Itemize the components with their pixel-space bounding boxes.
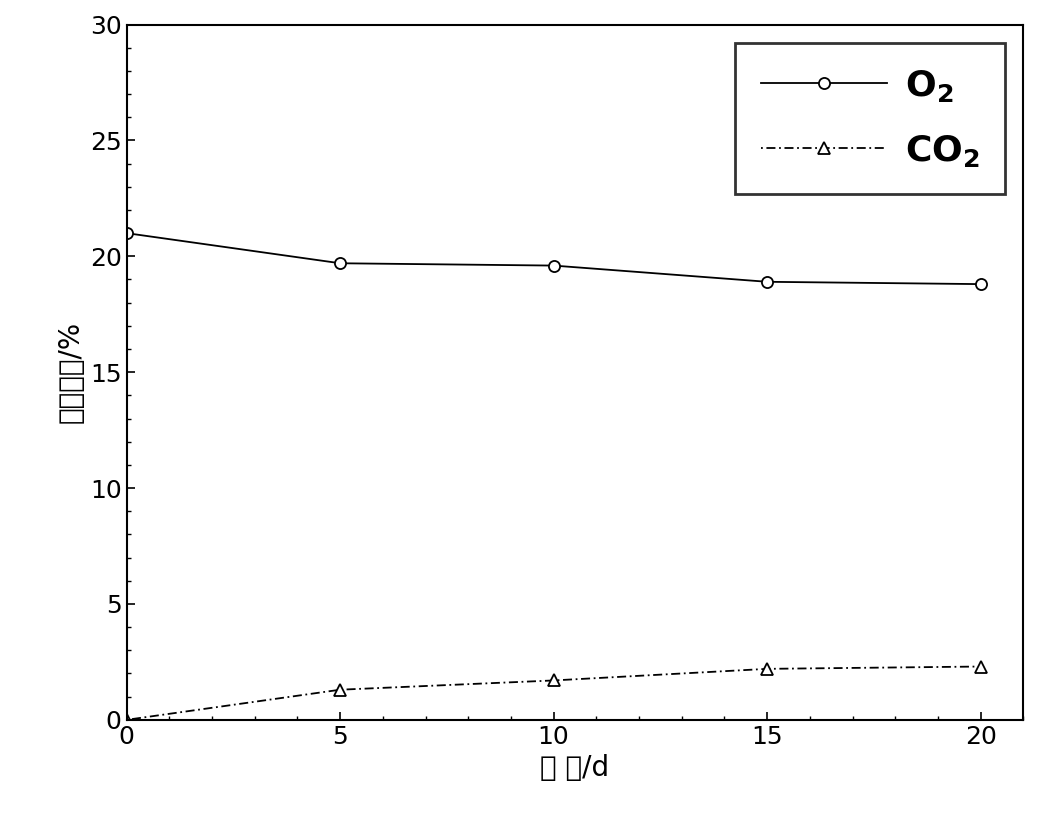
Line: $\mathbf{O_2}$: $\mathbf{O_2}$	[121, 227, 986, 290]
X-axis label: 时 间/d: 时 间/d	[540, 754, 610, 782]
Y-axis label: 气体体积/%: 气体体积/%	[56, 321, 84, 423]
Line: $\mathbf{CO_2}$: $\mathbf{CO_2}$	[121, 661, 986, 726]
$\mathbf{CO_2}$	[120, 715, 133, 725]
$\mathbf{O_2}$	[975, 279, 987, 289]
$\mathbf{O_2}$	[333, 258, 346, 268]
$\mathbf{CO_2}$	[548, 676, 560, 685]
$\mathbf{O_2}$	[548, 261, 560, 271]
$\mathbf{CO_2}$	[333, 685, 346, 694]
$\mathbf{O_2}$	[761, 276, 773, 287]
$\mathbf{CO_2}$	[761, 664, 773, 674]
Legend: $\mathbf{O_2}$, $\mathbf{CO_2}$: $\mathbf{O_2}$, $\mathbf{CO_2}$	[735, 43, 1005, 194]
$\mathbf{CO_2}$	[975, 662, 987, 672]
$\mathbf{O_2}$	[120, 228, 133, 238]
